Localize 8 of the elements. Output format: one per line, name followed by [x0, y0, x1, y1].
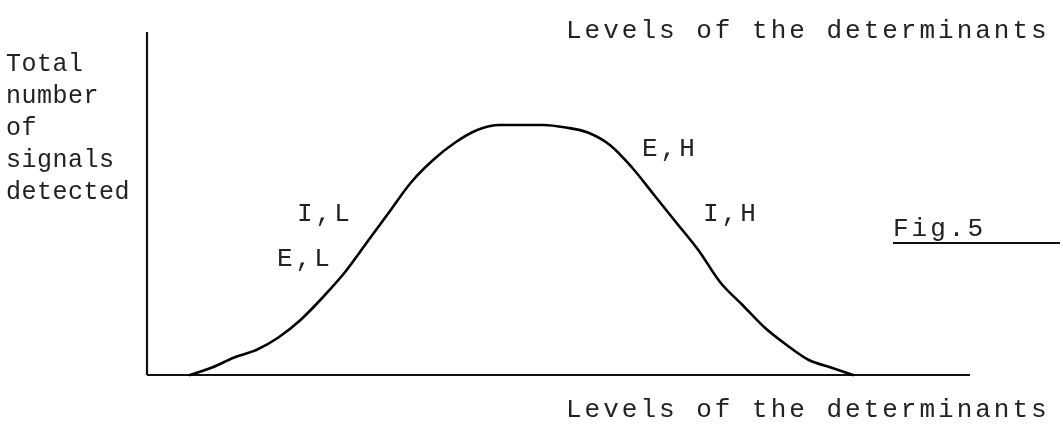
x-axis-title: Levels of the determinants [566, 395, 1050, 425]
annotation: I,H [703, 199, 759, 229]
y-axis-title: Total number of signals detected [6, 50, 131, 207]
chart-title: Levels of the determinants [566, 16, 1050, 46]
caption: Fig.5 [893, 214, 987, 244]
annotation: E,L [277, 244, 333, 274]
annotation: I,L [297, 199, 353, 229]
annotation: E,H [642, 134, 698, 164]
